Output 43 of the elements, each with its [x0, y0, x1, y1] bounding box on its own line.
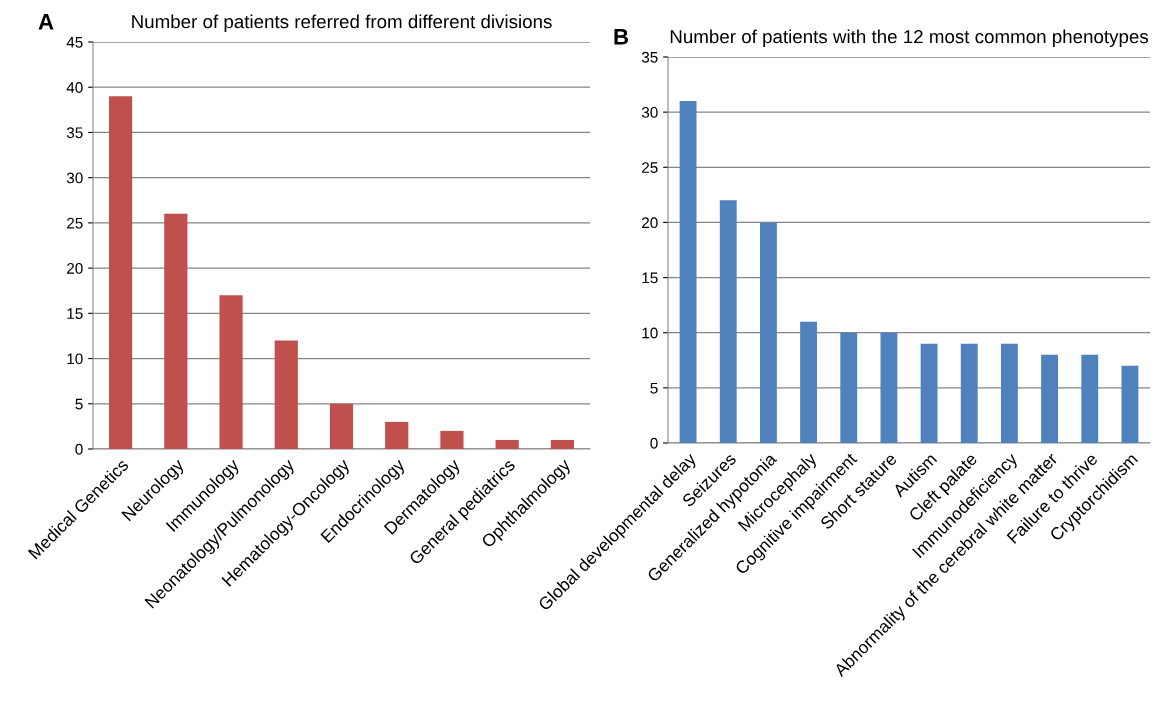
bar	[440, 430, 464, 449]
y-tick-label: 30	[641, 107, 658, 118]
y-tick-label: 15	[67, 308, 83, 320]
y-tick-label: 10	[67, 353, 83, 365]
y-tick-label: 45	[66, 37, 83, 48]
bar	[1041, 354, 1059, 443]
bar	[800, 321, 818, 443]
chart-title: Number of patients with the 12 most common phenotypes	[670, 29, 1149, 47]
y-tick-label: 15	[642, 272, 658, 284]
y-tick-label: 35	[66, 127, 83, 139]
bar	[219, 295, 243, 449]
bar	[719, 200, 737, 443]
bar	[759, 222, 777, 443]
bar	[385, 421, 409, 449]
bar	[274, 340, 298, 449]
y-tick-label: 10	[642, 327, 658, 339]
bar	[840, 332, 858, 443]
y-tick-label: 5	[75, 398, 83, 410]
y-tick-label: 0	[75, 443, 83, 455]
y-tick-label: 20	[67, 262, 83, 274]
bar	[329, 403, 354, 449]
y-tick-label: 25	[67, 217, 83, 229]
bar	[109, 96, 133, 449]
bar	[960, 343, 978, 443]
bar	[679, 101, 697, 443]
bar	[1000, 343, 1018, 443]
y-tick-label: 35	[641, 51, 658, 63]
y-tick-label: 0	[650, 437, 658, 449]
bar	[1121, 365, 1139, 443]
y-tick-label: 20	[642, 217, 658, 229]
text: A	[38, 14, 54, 30]
y-tick-label: 5	[650, 382, 658, 394]
text: B	[614, 29, 629, 45]
y-tick-label: 25	[642, 162, 658, 173]
bar	[550, 439, 574, 449]
bar	[164, 213, 188, 449]
bar	[920, 343, 938, 443]
bar	[880, 332, 898, 443]
y-tick-label: 40	[66, 82, 83, 93]
y-tick-label: 30	[66, 172, 83, 184]
bar	[1081, 354, 1099, 443]
chart-title: Number of patients referred from different divisions	[132, 14, 552, 32]
bar	[495, 439, 519, 449]
